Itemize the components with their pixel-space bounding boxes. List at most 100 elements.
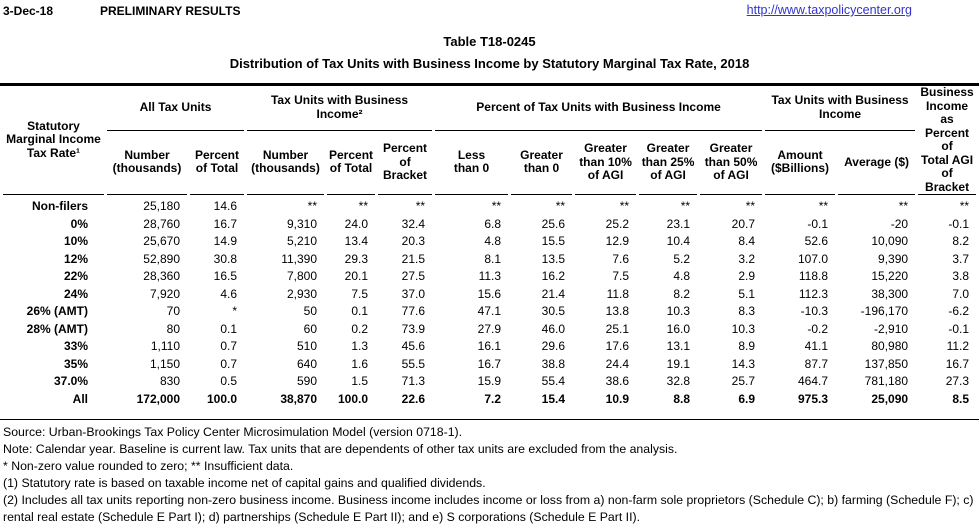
report-date: 3-Dec-18 — [3, 4, 54, 18]
cell: 14.3 — [731, 356, 756, 371]
row-label: 12% — [63, 251, 88, 266]
cell: 23.1 — [666, 216, 691, 231]
cell: 27.3 — [945, 374, 970, 388]
cell: 830 — [159, 374, 180, 388]
cell: 172,000 — [136, 391, 180, 406]
cell: 16.7 — [477, 356, 502, 371]
cell: -0.1 — [948, 321, 970, 336]
footnote-2: (2) Includes all tax units reporting non… — [3, 493, 974, 524]
cell: 25.1 — [605, 321, 630, 336]
cell: 10.4 — [666, 234, 691, 248]
row-label: 33% — [63, 339, 88, 353]
row-label: 22% — [63, 269, 88, 283]
cell: 4.8 — [484, 234, 502, 248]
table-row: 26% (AMT) 70 * 50 0.1 77.6 47.1 30.5 13.8 10.3 8.3… — [3, 303, 976, 321]
cell: -0.2 — [807, 321, 829, 336]
cell: 16.7 — [945, 356, 970, 371]
table-row: 37.0% 830 0.5 590 1.5 71.3 15.9 55.4 38.6 32.8 25.… — [3, 373, 976, 391]
cell: 118.8 — [798, 269, 829, 283]
cell: 7.0 — [952, 286, 970, 301]
cell: 30.8 — [213, 251, 238, 266]
row-label: 24% — [63, 286, 88, 301]
table-row: 33% 1,110 0.7 510 1.3 45.6 16.1 29.6 17.6 13.1 8.9… — [3, 338, 976, 356]
cell: 16.7 — [213, 216, 238, 231]
cell: 9,390 — [878, 251, 909, 266]
cell: 0.7 — [220, 339, 238, 353]
sub-header: Average ($) — [838, 131, 916, 195]
sub-header: Greater than 25% of AGI — [639, 131, 698, 195]
table-number: Table T18-0245 — [443, 34, 536, 49]
sub-header: Percent of Total — [190, 131, 245, 195]
cell: 0.5 — [220, 374, 238, 388]
source-note: Source: Urban-Brookings Tax Policy Cente… — [3, 425, 463, 439]
cell: 52.6 — [804, 234, 829, 248]
cell: 25,090 — [871, 391, 909, 406]
cell: 4.6 — [220, 286, 238, 301]
cell: 16.5 — [213, 269, 238, 283]
cell: 7.5 — [351, 286, 369, 301]
sub-header: Percent of Bracket — [378, 131, 433, 195]
cell: 8.8 — [673, 391, 691, 406]
cell: 2.9 — [738, 269, 756, 283]
cell: * — [232, 304, 238, 318]
cell: 38.8 — [541, 356, 566, 371]
group-header-business-income-amounts: Tax Units with Business Income — [765, 86, 916, 131]
cell: 7,920 — [149, 286, 180, 301]
cell: ** — [415, 199, 426, 213]
cell: 11.8 — [606, 286, 630, 301]
cell: 10.9 — [605, 391, 630, 406]
sub-header: Number (thousands) — [107, 131, 187, 195]
cell: ** — [898, 199, 909, 213]
stub-header: Statutory Marginal Income Tax Rate¹ — [3, 86, 104, 195]
cell: 8.2 — [952, 234, 970, 248]
row-label: Non-filers — [31, 199, 88, 213]
cell: 41.1 — [804, 339, 829, 353]
sub-header: Greater than 50% of AGI — [700, 131, 763, 195]
cell: 25.7 — [731, 374, 756, 388]
cell: 13.5 — [541, 251, 566, 266]
cell: 38.6 — [605, 374, 630, 388]
cell: 38,300 — [871, 286, 909, 301]
group-header-business-income-units: Tax Units with Business Income² — [247, 86, 433, 131]
cell: 9,310 — [286, 216, 318, 231]
cell: ** — [491, 199, 502, 213]
cell: 8.3 — [738, 304, 756, 318]
row-label: 35% — [63, 356, 88, 371]
cell: 5.2 — [673, 251, 691, 266]
cell: 30.5 — [541, 304, 566, 318]
cell: 16.0 — [666, 321, 691, 336]
cell: 22.6 — [401, 391, 426, 406]
row-label: 0% — [70, 216, 88, 231]
cell: ** — [818, 199, 829, 213]
cell: 1.6 — [351, 356, 369, 371]
cell: 14.9 — [213, 234, 238, 248]
cell: ** — [619, 199, 630, 213]
cell: 15.6 — [477, 286, 502, 301]
cell: 8.1 — [484, 251, 502, 266]
cell: 15.4 — [541, 391, 566, 406]
cell: 5,210 — [286, 234, 318, 248]
table-row: 28% (AMT) 80 0.1 60 0.2 73.9 27.9 46.0 25.1 16.0 1… — [3, 321, 976, 339]
cell: 37.0 — [401, 286, 426, 301]
cell: 464.7 — [798, 374, 829, 388]
cell: 6.8 — [484, 216, 502, 231]
cell: 13.1 — [666, 339, 691, 353]
cell: 7.6 — [612, 251, 630, 266]
cell: 50 — [303, 304, 318, 318]
cell: 38,870 — [280, 391, 318, 406]
cell: 73.9 — [401, 321, 426, 336]
table-row: 22% 28,360 16.5 7,800 20.1 27.5 11.3 16.2 7.5 4.8… — [3, 268, 976, 286]
cell: 20.7 — [731, 216, 756, 231]
cell: 11.2 — [946, 339, 970, 353]
title-block: Table T18-0245 Distribution of Tax Units… — [0, 34, 979, 71]
cell: 20.1 — [344, 269, 369, 283]
cell: 10,090 — [871, 234, 909, 248]
cell: 107.0 — [798, 251, 829, 266]
cell: 46.0 — [541, 321, 566, 336]
cell: 640 — [296, 356, 318, 371]
cell: 13.8 — [605, 304, 630, 318]
taxpolicycenter-link[interactable]: http://www.taxpolicycenter.org — [746, 3, 912, 17]
cell: 0.1 — [220, 321, 238, 336]
cell: 8.5 — [952, 391, 970, 406]
group-header-all-tax-units: All Tax Units — [107, 86, 245, 131]
